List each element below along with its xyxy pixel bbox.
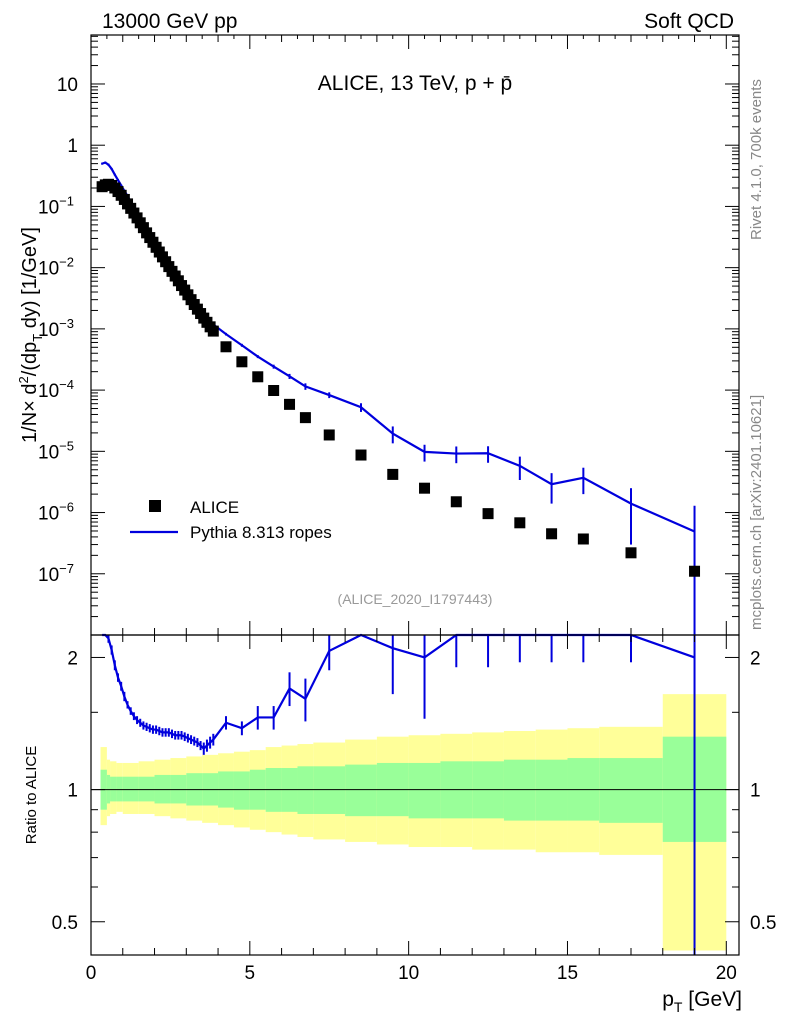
- analysis-id: (ALICE_2020_I1797443): [338, 591, 493, 607]
- alice-point: [268, 385, 280, 397]
- alice-point: [220, 341, 232, 353]
- ratio-band-bin: [313, 766, 346, 814]
- legend: ALICE Pythia 8.313 ropes: [130, 498, 332, 542]
- main-y-tick-label: 10−4: [38, 377, 74, 402]
- alice-point: [236, 356, 248, 368]
- main-y-tick-label: 10−7: [38, 561, 74, 586]
- ratio-y-tick-label-right: 1: [750, 781, 761, 802]
- ratio-band-bin: [345, 764, 377, 817]
- alice-point: [284, 398, 296, 410]
- ratio-band-bin: [116, 776, 123, 802]
- x-tick-label: 5: [245, 963, 256, 984]
- alice-point: [482, 508, 494, 520]
- main-frame: [90, 34, 740, 636]
- ratio-y-title: Ratio to ALICE: [23, 746, 40, 844]
- alice-point: [450, 496, 462, 508]
- ratio-band-bin: [233, 771, 250, 810]
- ratio-y-tick-label: 0.5: [52, 913, 78, 934]
- ratio-axis-ticks: 0.5 0.51 12 20 5 10 15 20: [52, 635, 776, 984]
- ratio-y-tick-label: 2: [67, 648, 78, 669]
- ratio-y-tick-label-right: 0.5: [750, 913, 776, 934]
- category-label: Soft QCD: [644, 10, 734, 33]
- ratio-band-bin: [110, 776, 117, 802]
- main-y-tick-label: 10−5: [38, 438, 74, 463]
- alice-point: [625, 547, 637, 559]
- main-y-tick-label: 10−2: [38, 255, 74, 280]
- ratio-data: [102, 633, 696, 955]
- ratio-band-bin: [599, 758, 663, 823]
- x-tick-label: 15: [557, 963, 578, 984]
- alice-point: [207, 325, 219, 337]
- main-y-tick-label: 10−1: [38, 193, 74, 218]
- alice-point: [387, 468, 399, 480]
- main-title: ALICE, 13 TeV, p + p̄: [318, 72, 512, 95]
- ratio-bands: [91, 694, 739, 951]
- alice-point: [689, 565, 701, 577]
- legend-marker-alice: [149, 500, 161, 512]
- legend-label-pythia: Pythia 8.313 ropes: [190, 523, 332, 542]
- pythia-curve: [101, 161, 695, 533]
- ratio-frame: [90, 634, 740, 956]
- main-y-tick-label: 10−6: [38, 500, 74, 525]
- ratio-band-bin: [503, 759, 536, 821]
- ratio-y-tick-label: 1: [67, 781, 78, 802]
- ratio-band-bin: [408, 762, 441, 819]
- ratio-band-bin: [535, 759, 568, 821]
- x-tick-label: 10: [398, 963, 419, 984]
- ratio-band-bin: [138, 776, 155, 802]
- alice-point: [419, 482, 431, 494]
- ratio-y-tick-label-right: 2: [750, 648, 761, 669]
- x-tick-label: 0: [86, 963, 97, 984]
- alice-point: [546, 528, 558, 540]
- rivet-label: Rivet 4.1.0, 700k events: [748, 79, 765, 240]
- x-axis-title: pT [GeV]: [662, 988, 742, 1015]
- alice-point: [299, 412, 311, 424]
- main-y-tick-label: 10: [57, 75, 78, 96]
- main-data: [96, 161, 701, 635]
- main-y-title: 1/N× d2/(dpT dy) [1/GeV]: [16, 227, 45, 443]
- legend-label-alice: ALICE: [190, 498, 239, 517]
- ratio-panel: 0.5 0.51 12 20 5 10 15 20 Ratio to ALICE pT [Ge…: [23, 633, 776, 1015]
- x-tick-label: 20: [716, 963, 737, 984]
- alice-point: [577, 533, 589, 545]
- alice-point: [323, 429, 335, 441]
- alice-point: [252, 371, 264, 383]
- alice-point: [514, 517, 526, 529]
- ratio-band-bin: [297, 766, 314, 814]
- alice-point: [355, 449, 367, 461]
- mcplots-label: mcplots.cern.ch [arXiv:2401.10621]: [748, 395, 765, 630]
- energy-label: 13000 GeV pp: [102, 10, 237, 33]
- main-y-tick-label: 1: [67, 136, 78, 157]
- ratio-band-bin: [122, 776, 139, 802]
